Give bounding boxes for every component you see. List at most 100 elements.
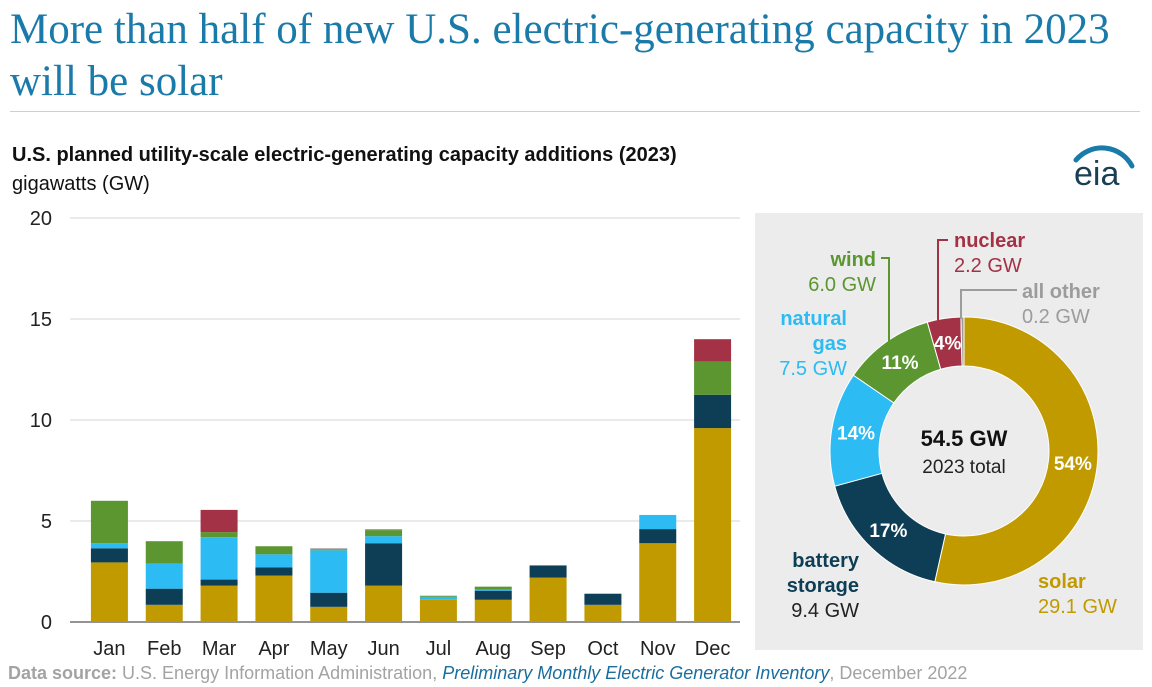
donut-category-label: wind: [829, 249, 876, 271]
bar-segment: [694, 428, 732, 622]
donut-category-label: all other: [1022, 281, 1100, 303]
source-publication-link[interactable]: Preliminary Monthly Electric Generator I…: [442, 663, 830, 683]
y-tick-label: 15: [30, 309, 52, 331]
donut-pct-label: 17%: [869, 521, 907, 542]
bar-segment: [310, 592, 348, 607]
y-tick-label: 20: [30, 208, 52, 230]
bar-segment: [200, 509, 238, 533]
x-tick-label: Nov: [640, 638, 676, 660]
donut-slice: [960, 316, 965, 367]
bar-segment: [200, 532, 238, 538]
donut-pct-label: 11%: [882, 353, 919, 374]
callout-leader-line: [960, 289, 1017, 320]
donut-pct-label: 4%: [934, 334, 962, 355]
bar-segment: [200, 585, 238, 622]
source-org: U.S. Energy Information Administration,: [117, 663, 443, 683]
donut-pct-label: 54%: [1054, 454, 1092, 475]
donut-value-label: 6.0 GW: [808, 274, 876, 296]
donut-value-label: 2.2 GW: [954, 255, 1022, 277]
bar-segment: [694, 339, 732, 362]
callout-leader-line: [881, 257, 890, 343]
donut-value-label: 29.1 GW: [1038, 596, 1117, 618]
bar-segment: [365, 536, 403, 544]
bar-segment: [365, 543, 403, 586]
bar-segment: [365, 530, 403, 537]
bar-segment: [200, 537, 238, 580]
bar-segment: [474, 599, 512, 622]
bar-segment: [419, 595, 457, 597]
bar-segment: [255, 567, 293, 576]
donut-category-label: nuclear: [954, 230, 1025, 252]
bar-segment: [584, 604, 622, 622]
bar-segment: [694, 361, 732, 395]
bar-segment: [474, 589, 512, 591]
y-tick-label: 10: [30, 410, 52, 432]
bar-segment: [639, 514, 677, 530]
donut-category-label: solar: [1038, 571, 1086, 593]
donut-value-label: 0.2 GW: [1022, 306, 1090, 328]
bar-segment: [365, 529, 403, 531]
bar-segment: [639, 543, 677, 622]
donut-category-label: natural: [780, 308, 847, 330]
bar-segment: [90, 548, 128, 563]
bar-segment: [310, 606, 348, 622]
y-tick-label: 5: [41, 511, 52, 533]
x-tick-label: Oct: [587, 638, 619, 660]
donut-category-label: battery: [792, 550, 860, 572]
x-tick-label: Sep: [530, 638, 566, 660]
bar-segment: [145, 588, 183, 605]
donut-category-label: gas: [813, 333, 847, 355]
donut-value-label: 9.4 GW: [791, 600, 859, 622]
bar-segment: [365, 585, 403, 622]
bar-segment: [145, 604, 183, 622]
y-axis-unit-label: gigawatts (GW): [12, 173, 150, 195]
x-tick-label: Jun: [367, 638, 399, 660]
bar-segment: [145, 563, 183, 589]
bar-segment: [474, 590, 512, 600]
bar-segment: [310, 549, 348, 551]
bar-segment: [90, 562, 128, 622]
bar-segment: [639, 529, 677, 544]
x-tick-label: Jan: [93, 638, 125, 660]
donut-pct-label: 14%: [837, 424, 875, 445]
donut-center-label: 2023 total: [922, 457, 1005, 478]
source-label: Data source:: [8, 663, 118, 683]
callout-leader-line: [937, 239, 948, 323]
chart-canvas: 0 5 10 15 20 Jan Feb Mar Apr May Jun Jul Aug Sep Oct No…: [30, 208, 1143, 660]
donut-chart: 54% 17% 14% 11% 4% 54.5 GW 2023 total wind 6.0 G…: [779, 230, 1117, 622]
bar-segment: [145, 541, 183, 564]
x-tick-label: Dec: [695, 638, 731, 660]
x-tick-label: May: [310, 638, 348, 660]
bar-segment: [529, 577, 567, 622]
bar-segment: [90, 500, 128, 544]
source-date: , December 2022: [829, 663, 968, 683]
bar-segment: [255, 575, 293, 622]
x-tick-label: Feb: [147, 638, 181, 660]
data-source-line: Data source: U.S. Energy Information Adm…: [8, 663, 967, 684]
bar-segment: [90, 543, 128, 549]
x-tick-label: Mar: [202, 638, 237, 660]
bar-segment: [694, 394, 732, 429]
donut-center-value: 54.5 GW: [921, 426, 1008, 451]
donut-value-label: 7.5 GW: [779, 358, 847, 380]
x-tick-label: Aug: [475, 638, 511, 660]
bar-segment: [419, 596, 457, 600]
bar-segment: [255, 546, 293, 555]
donut-slice: [934, 316, 1099, 586]
chart-title: U.S. planned utility-scale electric-gene…: [12, 144, 677, 166]
eia-logo-arc-icon: [1073, 145, 1135, 169]
eia-logo-text: eia: [1074, 155, 1119, 192]
bar-segment: [310, 548, 348, 550]
bar-segment: [474, 586, 512, 590]
y-tick-label: 0: [41, 612, 52, 634]
headline: More than half of new U.S. electric-gene…: [10, 6, 1110, 105]
bar-segment: [529, 565, 567, 578]
bar-segment: [310, 550, 348, 593]
x-tick-label: Jul: [426, 638, 452, 660]
bar-segment: [200, 579, 238, 586]
donut-category-label: storage: [787, 575, 859, 597]
bar-segment: [584, 593, 622, 605]
eia-logo: eia: [1073, 145, 1135, 192]
bar-segment: [255, 554, 293, 568]
bar-segment: [419, 599, 457, 622]
